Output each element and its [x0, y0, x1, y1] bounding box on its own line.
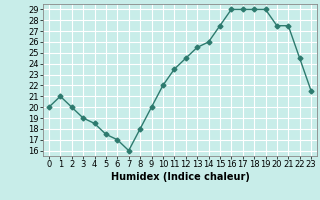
- X-axis label: Humidex (Indice chaleur): Humidex (Indice chaleur): [111, 172, 249, 182]
